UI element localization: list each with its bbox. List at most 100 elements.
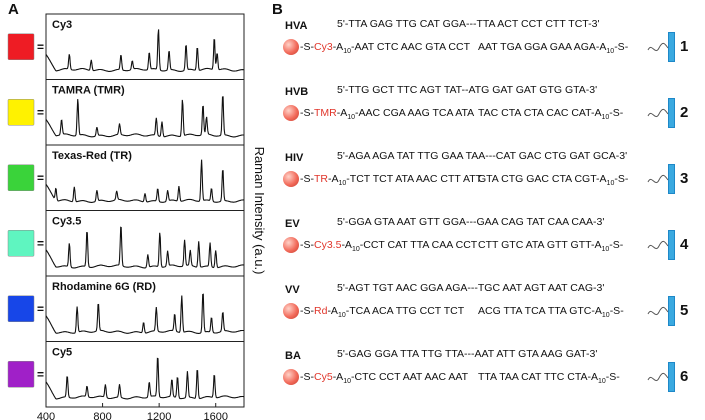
spacer-text: -A <box>332 371 344 383</box>
capture-left-sequence: AAT TGA GGA GAA AGA-A <box>478 41 607 53</box>
capture-sequence: CTT GTC ATA GTT GTT-A10-S- <box>478 239 623 253</box>
dye-color-swatch <box>7 33 35 60</box>
dye-color-swatch <box>7 295 35 322</box>
x-tick-label: 400 <box>37 411 55 420</box>
glass-substrate <box>668 230 675 260</box>
target-sequence: 5'-TTA GAG TTG CAT GGA---TTA ACT CCT CTT… <box>337 18 600 30</box>
capture-left-sequence: TAC CTA CTA CAC CAT-A <box>478 107 602 119</box>
probe-pair-row: EV 5'-GGA GTA AAT GTT GGA---GAA CAG TAT C… <box>283 212 705 274</box>
linker-text: -S- <box>614 173 629 185</box>
probe-left-sequence: -TCA ACA TTG CCT TCT <box>345 305 465 317</box>
surface-tether-icon <box>647 42 669 52</box>
gold-nanoparticle <box>283 237 299 253</box>
spacer-subscript: 10 <box>606 48 615 56</box>
spacer-subscript: 10 <box>601 246 610 254</box>
spectrum-line <box>45 226 245 269</box>
linker-text: -S- <box>300 41 314 53</box>
surface-tether-icon <box>647 174 669 184</box>
linker-text: -S- <box>300 239 314 251</box>
probe-sequence: -S-TMR-A10-AAC CGA AAG TCA ATA <box>300 107 474 121</box>
linker-text: -S- <box>300 305 314 317</box>
spacer-subscript: 10 <box>343 48 351 56</box>
dye-color-swatch <box>7 230 35 257</box>
capture-sequence: ACG TTA TCA TTA GTC-A10-S- <box>478 305 624 319</box>
probe-sequence: -S-Cy3.5-A10-CCT CAT TTA CAA CCT <box>300 239 477 253</box>
probe-pair-row: VV 5'-AGT TGT AAC GGA AGA---TGC AAT AGT A… <box>283 278 705 340</box>
spectrum-line <box>45 96 244 138</box>
glass-substrate <box>668 362 675 392</box>
linker-text: -S- <box>605 371 620 383</box>
panel-a-label: A <box>8 1 19 18</box>
spacer-text: -A <box>332 41 344 53</box>
linker-text: -S- <box>300 107 314 119</box>
probe-number: 5 <box>680 302 689 319</box>
spectrum-line <box>45 159 244 203</box>
probe-left-sequence: -AAC CGA AAG TCA ATA <box>355 107 475 119</box>
spacer-text: -A <box>327 305 338 317</box>
dye-name-label: Cy3.5 <box>52 216 81 228</box>
y-axis-title: Raman Intensity (a.u.) <box>252 147 267 275</box>
raman-dye-label: TR <box>314 173 328 185</box>
equals-sign: = <box>37 236 44 250</box>
raman-dye-label: Cy3 <box>314 41 333 53</box>
surface-tether-icon <box>647 372 669 382</box>
target-name: BA <box>285 350 301 362</box>
linker-text: -S- <box>609 305 624 317</box>
probe-sequence: -S-Cy5-A10-CTC CCT AAT AAC AAT <box>300 371 468 385</box>
target-name: VV <box>285 284 300 296</box>
spectrum-line <box>45 357 245 400</box>
dye-name-label: Texas-Red (TR) <box>52 150 132 162</box>
spacer-subscript: 10 <box>347 114 356 122</box>
probe-number: 4 <box>680 236 689 253</box>
probe-number: 2 <box>680 104 689 121</box>
dye-name-label: Rhodamine 6G (RD) <box>52 281 156 293</box>
equals-sign: = <box>37 302 44 316</box>
glass-substrate <box>668 32 675 62</box>
spacer-subscript: 10 <box>351 246 360 254</box>
raman-dye-label: Cy5 <box>314 371 333 383</box>
spacer-subscript: 10 <box>598 378 606 386</box>
target-sequence: 5'-AGT TGT AAC GGA AGA---TGC AAT AGT AAT… <box>337 282 605 294</box>
dye-name-label: TAMRA (TMR) <box>52 85 125 97</box>
raman-dye-label: Rd <box>314 305 328 317</box>
target-sequence: 5'-GGA GTA AAT GTT GGA---GAA CAG TAT CAA… <box>337 216 605 228</box>
equals-sign: = <box>37 171 44 185</box>
spectrum-frame <box>45 341 245 408</box>
probe-left-sequence: -AAT CTC AAC GTA CCT <box>350 41 470 53</box>
probe-number: 1 <box>680 38 689 55</box>
probe-sequence: -S-TR-A10-TCT TCT ATA AAC CTT ATT <box>300 173 482 187</box>
target-sequence: 5'-AGA AGA TAT TTG GAA TAA---CAT GAC CTG… <box>337 150 628 162</box>
spacer-subscript: 10 <box>343 378 351 386</box>
spectrum-line <box>45 293 245 334</box>
spacer-text: -A <box>328 173 339 185</box>
equals-sign: = <box>37 40 44 54</box>
capture-sequence: TAC CTA CTA CAC CAT-A10-S- <box>478 107 623 121</box>
linker-text: -S- <box>609 239 624 251</box>
raman-dye-label: Cy3.5 <box>314 239 342 251</box>
probe-pair-row: HVB 5'-TTG GCT TTC AGT TAT--ATG GAT GAT G… <box>283 80 705 142</box>
x-tick-label: 1600 <box>203 411 227 420</box>
dye-color-swatch <box>7 164 35 191</box>
gold-nanoparticle <box>283 171 299 187</box>
linker-text: -S- <box>300 371 314 383</box>
target-name: HVA <box>285 20 308 32</box>
raman-spectra-chart: Cy3 = TAMRA (TMR) = Texas-Red (TR) = Cy3.5 = Rho… <box>7 13 267 420</box>
probe-sequence: -S-Rd-A10-TCA ACA TTG CCT TCT <box>300 305 464 319</box>
spacer-subscript: 10 <box>338 180 347 188</box>
spacer-text: -A <box>341 239 352 251</box>
gold-nanoparticle <box>283 39 299 55</box>
gold-nanoparticle <box>283 105 299 121</box>
surface-tether-icon <box>647 108 669 118</box>
dye-color-swatch <box>7 361 35 388</box>
capture-sequence: GTA CTG GAC CTA CGT-A10-S- <box>478 173 628 187</box>
spacer-subscript: 10 <box>601 114 610 122</box>
probe-pair-row: HIV 5'-AGA AGA TAT TTG GAA TAA---CAT GAC … <box>283 146 705 208</box>
probe-pair-row: BA 5'-GAG GGA TTA TTG TTA---AAT ATT GTA A… <box>283 344 705 406</box>
surface-tether-icon <box>647 306 669 316</box>
glass-substrate <box>668 98 675 128</box>
x-tick-label: 800 <box>93 411 111 420</box>
panel-b-label: B <box>272 1 283 18</box>
spacer-subscript: 10 <box>337 312 346 320</box>
target-sequence: 5'-GAG GGA TTA TTG TTA---AAT ATT GTA AAG… <box>337 348 598 360</box>
capture-sequence: TTA TAA CAT TTC CTA-A10-S- <box>478 371 620 385</box>
